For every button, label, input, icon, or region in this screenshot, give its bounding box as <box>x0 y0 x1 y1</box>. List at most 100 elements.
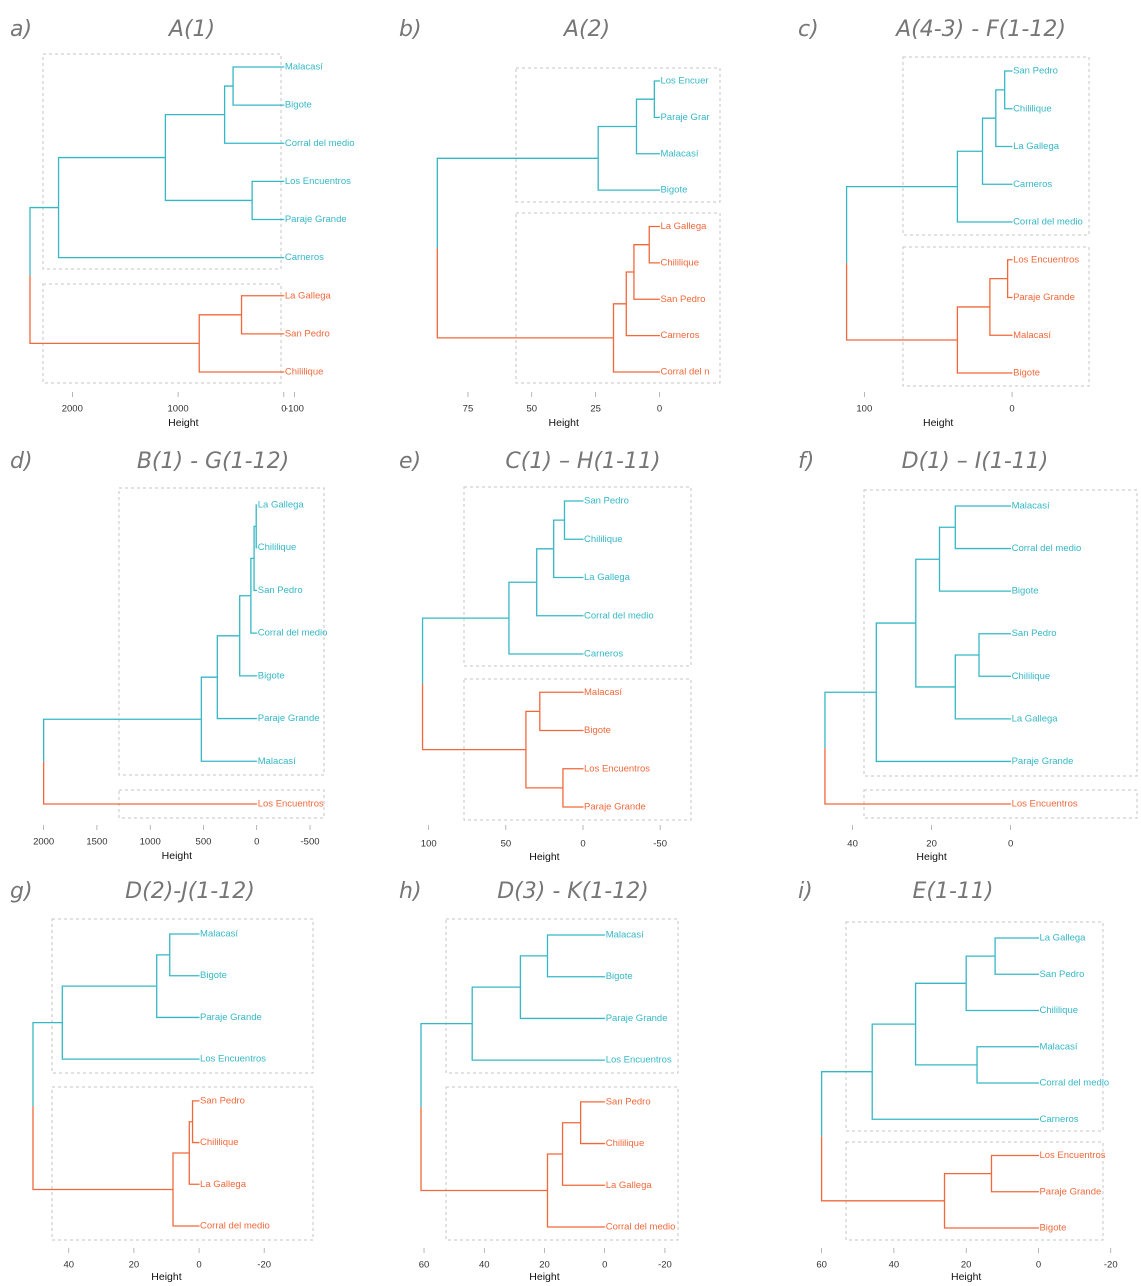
dendrogram-branch <box>200 676 218 720</box>
dendrogram-branch <box>824 691 877 749</box>
axis-tick-label: -500 <box>301 837 320 848</box>
leaf-label: Malacasí <box>285 62 323 73</box>
axis-tick-label: 50 <box>527 404 538 415</box>
dendrogram-branch <box>61 1022 200 1060</box>
dendrogram-branch <box>978 633 1011 655</box>
dendrogram-branch <box>820 1136 945 1202</box>
dendrogram-branch <box>914 1024 978 1066</box>
dendrogram-branch <box>169 954 200 977</box>
axis-tick-label: 20 <box>926 839 937 850</box>
dendrogram-branch <box>156 986 200 1019</box>
leaf-label: Malacasí <box>606 930 644 941</box>
panel-title: D(2)-J(1-12) <box>125 879 255 904</box>
leaf-label: Corral del medio <box>1013 217 1083 228</box>
dendrogram-branch <box>239 635 257 677</box>
dendrogram-panel-d: d) B(1) - G(1-12) La Gallega Chililique San … <box>10 449 327 862</box>
dendrogram-branch <box>43 761 257 805</box>
dendrogram-branch <box>61 985 157 1023</box>
x-axis-label: Height <box>529 851 559 863</box>
dendrogram-branch <box>519 955 548 988</box>
leaf-label: Paraje Grande <box>200 1012 262 1023</box>
x-axis-label: Height <box>529 1271 559 1283</box>
dendrogram-branch <box>954 505 1011 528</box>
dendrogram-branch <box>633 244 650 272</box>
leaf-label: Malacasí <box>584 687 622 698</box>
axis-tick-label: -20 <box>257 1260 271 1271</box>
dendrogram-branch <box>976 1046 1039 1065</box>
dendrogram-branch <box>251 200 284 221</box>
leaf-label: Paraje Grande <box>258 713 320 724</box>
dendrogram-branch <box>232 86 284 106</box>
dendrogram-branch <box>240 295 284 315</box>
dendrogram-branch <box>875 692 1011 763</box>
axis-tick-label: 50 <box>501 839 512 850</box>
dendrogram-branch <box>990 1154 1039 1174</box>
dendrogram-branch <box>562 768 583 788</box>
panel-title: E(1-11) <box>913 879 994 904</box>
dendrogram-branch <box>871 1023 916 1072</box>
dendrogram-panel-g: g) D(2)-J(1-12) Malacasí Bigote Paraje Grand… <box>10 879 314 1283</box>
dendrogram-branch <box>956 186 1013 223</box>
leaf-label: La Gallega <box>1039 933 1086 944</box>
axis-tick-label: 0 <box>602 1260 607 1271</box>
leaf-label: San Pedro <box>584 496 629 507</box>
dendrogram-branch <box>57 207 284 259</box>
dendrogram-branch <box>1006 278 1013 299</box>
dendrogram-branch <box>994 937 1039 957</box>
axis-tick-label: 2000 <box>33 837 54 848</box>
cluster-box-1 <box>902 56 1090 236</box>
dendrogram-branch <box>525 749 563 789</box>
leaf-label: San Pedro <box>1039 969 1084 980</box>
axis-tick-label: 100 <box>421 839 437 850</box>
dendrogram-branch <box>188 1121 193 1153</box>
dendrogram-branch <box>625 303 660 337</box>
leaf-label: San Pedro <box>606 1096 651 1107</box>
leaf-label: Bigote <box>1013 368 1040 379</box>
dendrogram-branch <box>563 500 583 521</box>
axis-tick-label: 1000 <box>168 404 189 415</box>
dendrogram-branch <box>653 80 660 100</box>
dendrogram-branch <box>239 595 251 636</box>
dendrogram-branch <box>164 157 253 202</box>
leaf-label: Bigote <box>200 970 227 981</box>
dendrogram-branch <box>240 314 284 335</box>
leaf-label: Malacasí <box>200 929 238 940</box>
leaf-label: Paraje Grande <box>1039 1186 1101 1197</box>
axis-tick-label: 0 <box>1009 404 1014 415</box>
dendrogram-branch <box>915 623 956 688</box>
panel-letter: a) <box>10 17 32 42</box>
dendrogram-branch <box>597 125 637 159</box>
dendrogram-branch <box>232 66 284 87</box>
dendrogram-branch <box>536 548 554 583</box>
leaf-label: Paraje Grande <box>1012 756 1074 767</box>
dendrogram-branch <box>43 718 202 762</box>
dendrogram-branch <box>563 520 583 540</box>
leaf-label: Los Encuentros <box>1013 254 1079 265</box>
leaf-label: Bigote <box>584 725 611 736</box>
dendrogram-branch <box>436 157 599 249</box>
dendrogram-panel-h: h) D(3) - K(1-12) Malacasí Bigote Paraje Gra… <box>399 879 679 1283</box>
dendrogram-branch <box>200 719 257 762</box>
axis-tick-label: 0 <box>580 839 585 850</box>
axis-tick-label: 40 <box>64 1260 75 1271</box>
dendrogram-branch <box>188 1153 200 1185</box>
dendrogram-branch <box>915 558 940 624</box>
x-axis-label: Height <box>151 1271 181 1283</box>
axis-tick-label: 60 <box>816 1260 827 1271</box>
leaf-label: Los Encuer <box>660 76 708 87</box>
dendrogram-branch <box>875 622 916 693</box>
dendrogram-branch <box>198 343 284 373</box>
leaf-label: Chililique <box>200 1137 239 1148</box>
dendrogram-branch <box>471 1023 605 1061</box>
dendrogram-branch <box>981 117 996 152</box>
leaf-label: Bigote <box>1012 586 1039 597</box>
dendrogram-branch <box>612 337 660 373</box>
dendrogram-branch <box>32 1021 63 1107</box>
axis-tick-label: 0 <box>281 404 286 415</box>
dendrogram-branch <box>250 595 257 634</box>
leaf-label: Carneros <box>660 330 699 341</box>
dendrogram-panel-a: a) A(1) Malacasí Bigote Corral del medio Los … <box>10 17 355 429</box>
cluster-box-2 <box>463 678 692 821</box>
leaf-label: Corral del medio <box>1012 543 1082 554</box>
dendrogram-branch <box>436 248 614 339</box>
